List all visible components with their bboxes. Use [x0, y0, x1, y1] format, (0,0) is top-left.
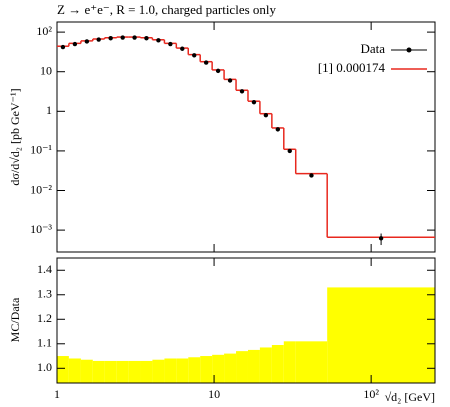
ratio-band [92, 360, 105, 383]
y-tick-label: 10² [36, 24, 52, 38]
data-point [156, 38, 161, 43]
ratio-band [80, 359, 93, 383]
ratio-band [164, 358, 177, 383]
y-axis-label: dσ/d√d₂ [pb GeV⁻¹] [8, 88, 22, 185]
data-point [263, 112, 269, 118]
data-point [108, 36, 113, 41]
y-tick-label: 1.2 [37, 311, 52, 325]
ratio-band [104, 360, 117, 383]
ratio-band [116, 360, 129, 383]
data-point [309, 173, 314, 178]
x-axis-label: √d₂ [GeV] [385, 390, 435, 404]
y-tick-label: 1 [46, 103, 52, 117]
ratio-band [259, 347, 272, 383]
y-tick-label: 1.3 [37, 287, 52, 301]
y-tick-label: 1.0 [37, 360, 52, 374]
ratio-band [295, 341, 328, 383]
legend-label: Data [360, 41, 385, 56]
y-tick-label: 1.1 [37, 336, 52, 350]
y-tick-label: 10⁻² [30, 182, 52, 196]
data-point [287, 148, 292, 154]
ratio-band [188, 357, 201, 383]
ratio-band [271, 345, 284, 383]
data-point [239, 89, 245, 94]
legend-label: [1] 0.000174 [318, 60, 386, 75]
ratio-band [128, 360, 141, 383]
data-point [227, 78, 233, 83]
y-tick-label: 10⁻¹ [30, 143, 52, 157]
data-point [192, 53, 197, 58]
ratio-band [212, 354, 225, 383]
ratio-band [152, 359, 165, 383]
x-tick-label: 10² [363, 387, 379, 401]
y-tick-label: 10⁻³ [30, 222, 52, 236]
ratio-band [176, 358, 189, 383]
ratio-band [236, 351, 248, 383]
legend-marker [406, 47, 412, 53]
data-point [215, 68, 221, 74]
chart-title: Z → e⁺e⁻, R = 1.0, charged particles onl… [57, 2, 277, 17]
data-point [203, 60, 209, 65]
data-point [72, 41, 78, 47]
data-point [275, 127, 281, 132]
ratio-band [283, 341, 296, 383]
ratio-band [140, 360, 153, 383]
ratio-band [57, 356, 69, 383]
ratio-band [247, 349, 260, 383]
y-tick-label: 1.4 [37, 262, 52, 276]
plot-frame [56, 21, 436, 253]
data-point [120, 35, 125, 40]
ratio-band [224, 353, 237, 383]
plot-frame [56, 257, 436, 384]
ratio-band [327, 287, 435, 383]
data-point [378, 236, 384, 241]
data-point [132, 35, 137, 40]
data-point [144, 36, 149, 41]
ratio-band [200, 356, 213, 383]
ratio-axis-label: MC/Data [8, 297, 22, 342]
data-point [251, 99, 257, 105]
data-point [168, 41, 173, 47]
x-tick-label: 1 [54, 387, 60, 401]
data-point [180, 46, 185, 51]
data-point [96, 37, 101, 42]
data-point [84, 39, 90, 44]
x-tick-label: 10 [208, 387, 220, 401]
data-point [60, 44, 66, 50]
ratio-band [68, 358, 81, 383]
y-tick-label: 10 [40, 63, 52, 77]
